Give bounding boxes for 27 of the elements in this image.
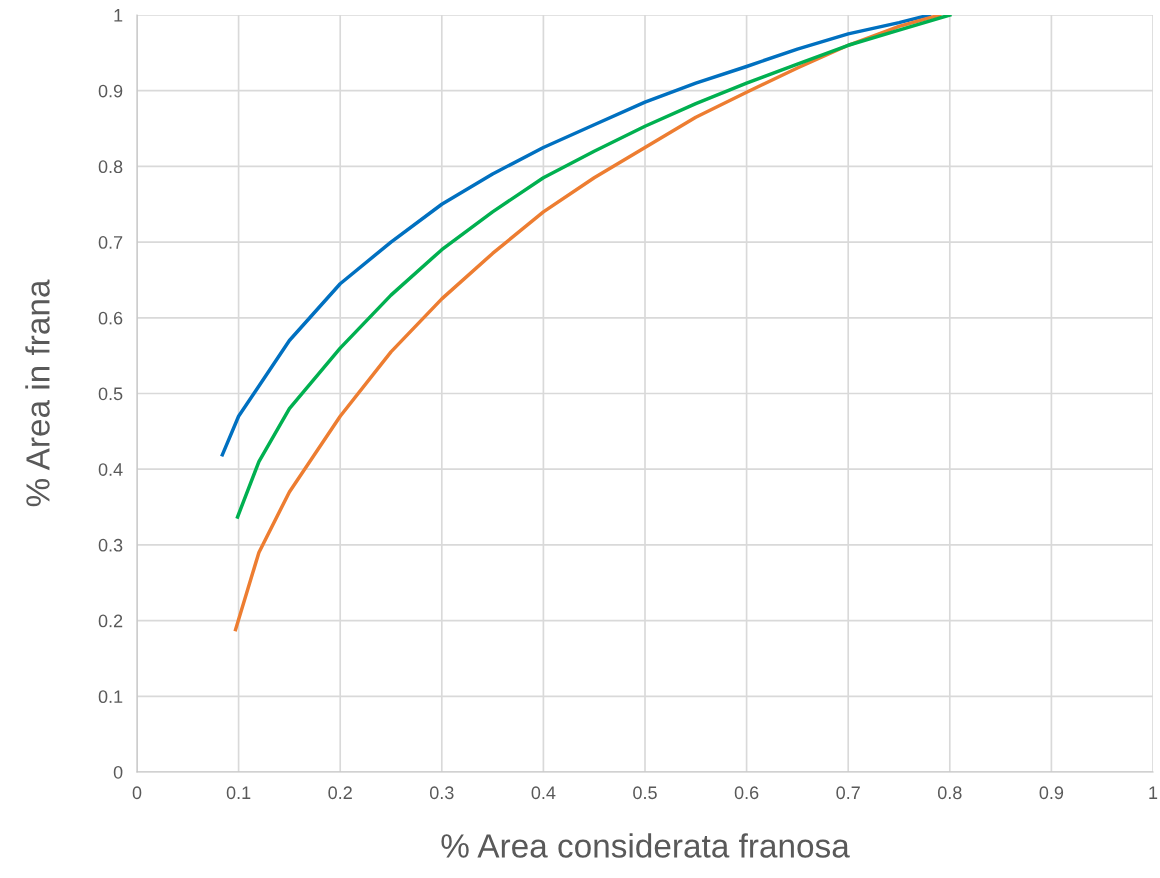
line-series xyxy=(220,15,932,457)
x-tick-label: 0.9 xyxy=(1039,786,1064,800)
y-tick-label: 0 xyxy=(113,765,123,779)
y-tick-label: 0.5 xyxy=(98,387,123,401)
x-tick-label: 0.3 xyxy=(429,786,454,800)
y-tick-label: 0.6 xyxy=(98,311,123,325)
y-tick-label: 0.7 xyxy=(98,236,123,249)
y-tick-label: 0.9 xyxy=(98,84,123,98)
x-axis-title: % Area considerata franosa xyxy=(441,833,850,858)
y-tick-label: 0.3 xyxy=(98,538,123,552)
y-tick-label: 1 xyxy=(114,9,123,22)
x-tick-label: 0 xyxy=(132,786,142,800)
x-tick-label: 1 xyxy=(1149,786,1158,799)
line-series xyxy=(235,15,952,519)
x-tick-label: 0.7 xyxy=(836,786,860,800)
x-tick-label: 0.2 xyxy=(328,786,352,800)
x-tick-label: 0.8 xyxy=(937,786,962,800)
y-tick-label: 0.1 xyxy=(98,690,123,704)
line-series xyxy=(233,15,942,632)
y-tick-label: 0.8 xyxy=(98,160,123,174)
x-tick-label: 0.1 xyxy=(226,786,251,800)
x-tick-label: 0.4 xyxy=(531,786,556,800)
y-tick-label: 0.4 xyxy=(98,463,123,476)
x-tick-label: 0.5 xyxy=(633,786,657,800)
y-tick-label: 0.2 xyxy=(98,614,123,628)
y-axis-title: % Area in frana xyxy=(25,279,50,507)
x-tick-label: 0.6 xyxy=(734,786,759,800)
